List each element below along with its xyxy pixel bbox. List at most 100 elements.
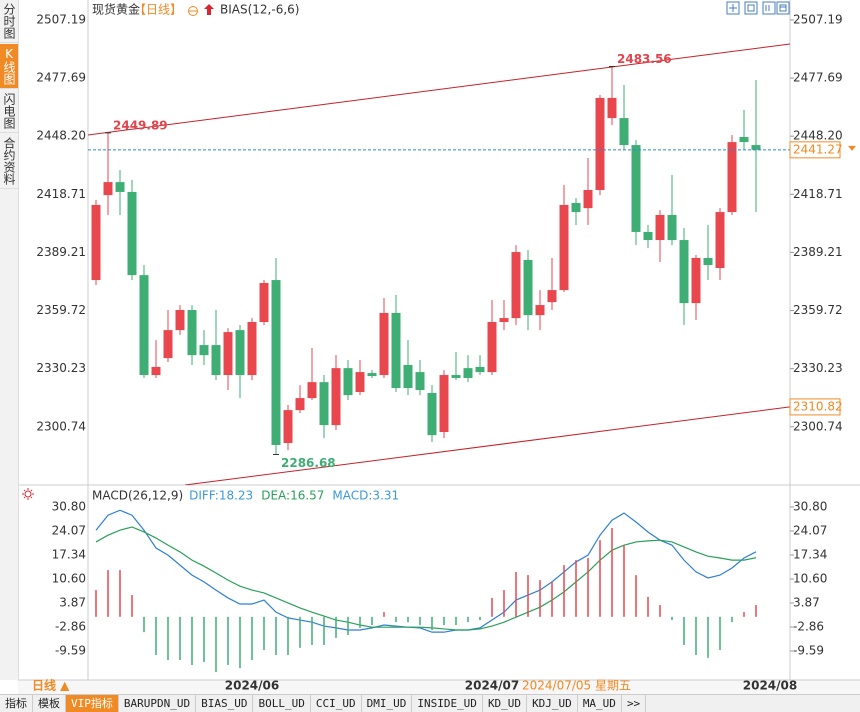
toolbar-item[interactable]: KD_UD [483,695,528,712]
toolbar-item[interactable]: BOLL_UD [253,695,311,712]
candle-body [175,309,185,331]
labels: 2507.19 2507.19 2477.69 2477.69 2448.20 2448.… [32,12,856,693]
y-tick-label: 2359.72 [793,303,843,317]
candle-body [523,259,533,316]
y-tick-label: 3.87 [59,596,86,610]
candle-body [655,215,665,241]
side-tab[interactable]: 合约资料 [0,134,18,189]
candle-body [643,231,653,241]
y-tick-label: 2507.19 [793,12,843,26]
candle-body [487,322,497,373]
candle-body [751,145,761,150]
candle-body [91,204,101,281]
y-tick-label: -2.86 [793,620,824,634]
candle-body [691,257,701,304]
toolbar-item[interactable]: BARUPDN_UD [119,695,197,712]
date-bar [18,680,860,694]
candle-body [163,330,173,359]
side-tab[interactable]: K线图 [0,44,18,89]
macd-line [95,526,757,631]
settings-icon[interactable] [188,6,198,16]
toolbar-item[interactable]: 指标 [0,695,33,712]
y-tick-label: 2418.71 [793,187,843,201]
toolbar-item[interactable]: DMI_UD [362,695,413,712]
y-tick-label: 2300.74 [36,419,86,433]
candle-body [223,332,233,376]
candle-body [535,305,545,316]
candle-body [427,392,437,436]
toolbar-item[interactable]: VIP指标 [66,695,119,712]
candle-body [451,375,461,378]
y-tick-label: -2.86 [55,620,86,634]
y-tick-label: 2418.71 [36,187,86,201]
period-label[interactable]: 【日线】 [134,3,182,17]
candle-body [631,145,641,232]
side-tab[interactable]: 闪电图 [0,90,18,133]
toolbar-item[interactable]: CCI_UD [311,695,362,712]
channel-tag-label: 2310.82 [793,399,843,413]
toolbar-item[interactable]: 模板 [33,695,66,712]
toolbar-item[interactable]: KDJ_UD [527,695,578,712]
candle-body [463,368,473,378]
candle-body [547,290,557,303]
macd-plot [95,509,757,673]
window-controls[interactable] [726,1,790,15]
candle-body [667,215,677,241]
candle-body [355,372,365,392]
y-tick-label: -9.59 [793,644,824,658]
y-tick-label: 17.34 [793,548,827,562]
candle-body [571,202,581,213]
candle-body [715,212,725,269]
x-edge-label: 2024/08 [743,679,797,693]
channel-tag [789,398,841,416]
candle-body [307,382,317,399]
y-tick-label: 2359.72 [36,303,86,317]
y-tick-label: 24.07 [52,524,86,538]
candle-body [343,368,353,396]
y-tick-label: 2507.19 [36,12,86,26]
toolbar-item[interactable]: INSIDE_UD [412,695,483,712]
y-tick-label: 2330.23 [793,361,843,375]
y-tick-label: 2448.20 [793,129,843,143]
candle-body [559,204,569,291]
toolbar-item[interactable]: BIAS_UD [196,695,254,712]
y-tick-label: -9.59 [55,644,86,658]
toolbar-item[interactable]: MA_UD [578,695,622,712]
candle-body [583,189,593,209]
y-tick-label: 30.80 [793,500,827,514]
indicator-icon[interactable] [204,4,214,15]
candle-body [607,97,617,119]
legend-entry: DIFF:18.23 [189,489,253,503]
candle-body [187,309,197,356]
candle-body [475,366,485,373]
y-tick-label: 10.60 [52,572,86,586]
macd-icon[interactable] [22,488,34,500]
candle-body [331,368,341,426]
last-price-marker [848,145,856,151]
candle-body [247,322,257,376]
y-tick-label: 2477.69 [793,71,843,85]
side-tab[interactable]: 分时图 [0,0,18,43]
candle-body [439,375,449,432]
candle-body [127,191,137,276]
y-tick-label: 3.87 [793,596,820,610]
macd-line [95,509,757,633]
candle-body [259,282,269,323]
price-plot [88,43,790,485]
last-price-label: 2441.27 [793,142,843,156]
candle-body [415,372,425,391]
y-tick-label: 2477.69 [36,71,86,85]
channel-line [88,43,790,136]
toolbar-item[interactable]: >> [622,695,647,712]
candle-body [379,312,389,376]
candle-body [499,318,509,323]
annotation-label: 2449.89 [113,118,168,132]
candle-body [595,97,605,190]
candle-body [391,312,401,389]
indicator-label[interactable]: BIAS(12,-6,6) [220,3,299,17]
candle-body [703,257,713,266]
annotation-label: 2483.56 [617,52,672,66]
candle-body [403,364,413,389]
candle-body [211,345,221,376]
period-switch[interactable]: 日线 ▲ [32,678,70,693]
